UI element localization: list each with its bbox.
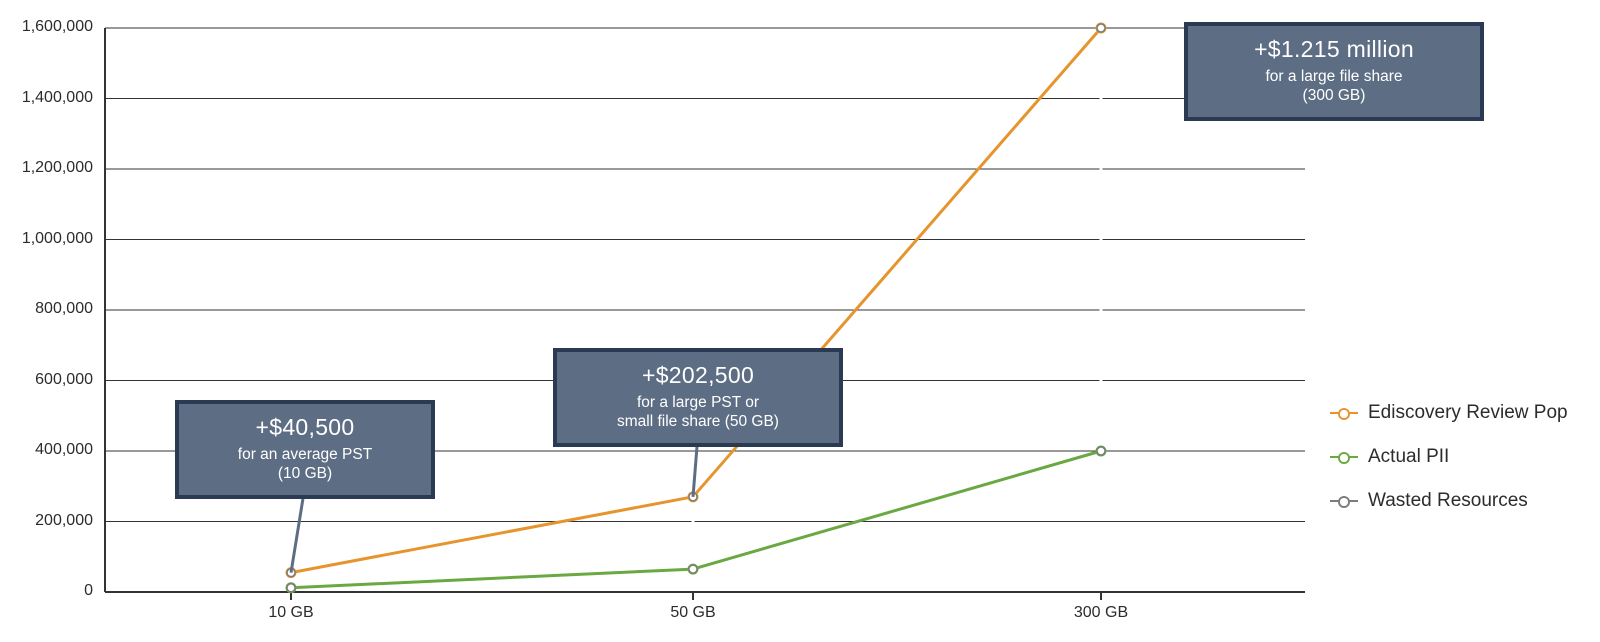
legend-swatch-icon (1330, 412, 1358, 414)
callout-title: +$1.215 million (1206, 36, 1462, 64)
x-tick-label: 300 GB (1041, 604, 1161, 622)
chart-container: Ediscovery Review Pop Actual PII Wasted Re… (0, 0, 1600, 642)
legend-item-ediscovery: Ediscovery Review Pop (1330, 402, 1568, 424)
y-tick-label: 1,200,000 (0, 159, 93, 177)
callout-subtitle: for a large PST orsmall file share (50 G… (575, 393, 821, 432)
callout-subtitle: for an average PST(10 GB) (197, 445, 413, 484)
y-tick-label: 400,000 (0, 441, 93, 459)
legend-swatch-icon (1330, 456, 1358, 458)
legend-label: Wasted Resources (1368, 490, 1528, 512)
x-tick-label: 10 GB (231, 604, 351, 622)
callout-title: +$202,500 (575, 362, 821, 390)
y-tick-label: 0 (0, 582, 93, 600)
legend-item-actual_pii: Actual PII (1330, 446, 1568, 468)
legend-item-wasted: Wasted Resources (1330, 490, 1568, 512)
callout-title: +$40,500 (197, 414, 413, 442)
callout-c300: +$1.215 million for a large file share(30… (1184, 22, 1484, 121)
y-tick-label: 600,000 (0, 371, 93, 389)
x-tick-label: 50 GB (633, 604, 753, 622)
y-tick-label: 1,400,000 (0, 89, 93, 107)
legend-label: Ediscovery Review Pop (1368, 402, 1568, 424)
y-tick-label: 1,000,000 (0, 230, 93, 248)
callout-subtitle: for a large file share(300 GB) (1206, 67, 1462, 106)
y-tick-label: 200,000 (0, 512, 93, 530)
callout-c50: +$202,500 for a large PST orsmall file sh… (553, 348, 843, 447)
y-tick-label: 1,600,000 (0, 18, 93, 36)
legend: Ediscovery Review Pop Actual PII Wasted Re… (1330, 402, 1568, 534)
legend-swatch-icon (1330, 500, 1358, 502)
legend-label: Actual PII (1368, 446, 1449, 468)
y-tick-label: 800,000 (0, 300, 93, 318)
callout-c10: +$40,500 for an average PST(10 GB) (175, 400, 435, 499)
